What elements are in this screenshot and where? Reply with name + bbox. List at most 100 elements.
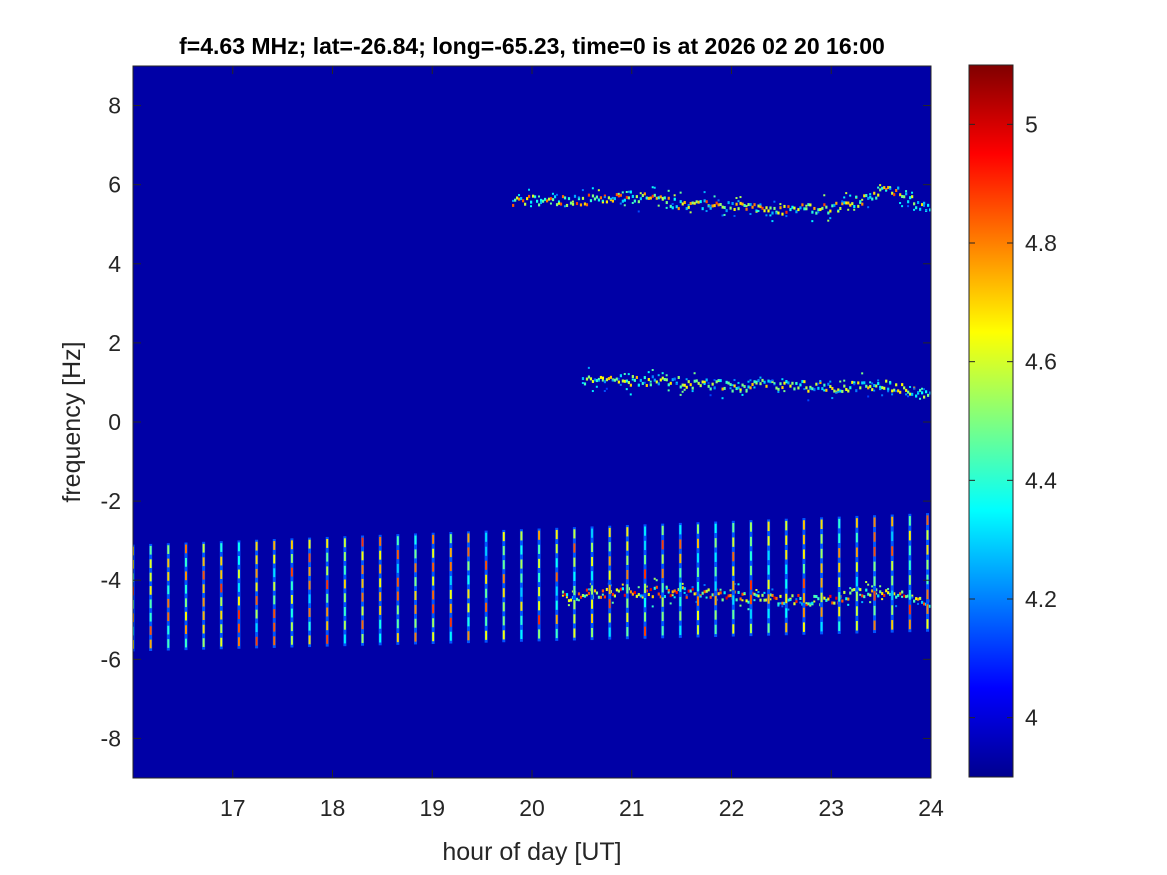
trace-point [587,366,590,369]
pulse-segment [591,556,594,567]
trace-point [599,375,603,379]
trace-point [767,209,770,213]
trace-point [733,207,736,211]
pulse-segment [749,522,752,532]
trace-point [653,193,656,197]
trace-point [755,589,758,592]
pulse-segment [802,607,805,618]
trace-point [829,217,832,220]
pulse-segment [220,597,223,606]
trace-point [681,383,684,387]
trace-point [617,194,620,198]
pulse-segment [591,542,594,552]
trace-point [831,601,834,605]
pulse-segment [467,547,470,557]
pulse-segment [167,545,170,554]
pulse-segment [308,635,311,645]
pulse-segment [802,593,805,603]
trace-point [849,386,852,390]
trace-point [749,203,752,207]
trace-point [827,211,830,215]
pulse-segment [149,599,152,609]
pulse-segment [520,601,523,611]
trace-point [641,595,644,599]
pulse-segment [626,598,629,608]
trace-point [717,379,720,382]
pulse-segment [838,577,841,587]
trace-point [619,587,622,591]
pulse-segment [891,561,894,571]
pulse-segment [891,620,894,630]
trace-point [611,592,614,596]
trace-point [915,206,918,210]
trace-point [685,595,688,599]
trace-point [601,200,605,204]
trace-point [611,196,614,199]
pulse-segment [555,600,558,610]
trace-point [773,200,776,203]
pulse-segment [379,550,382,560]
trace-point [829,385,832,389]
trace-point [745,205,748,208]
pulse-segment [732,537,735,547]
pulse-segment [255,582,258,592]
pulse-segment [591,627,594,638]
trace-point [611,199,614,203]
pulse-segment [838,606,841,617]
trace-point [755,381,758,385]
pulse-segment [908,575,911,585]
pulse-segment [255,555,258,565]
trace-point [923,388,926,391]
pulse-segment [449,534,452,544]
trace-point [699,595,702,598]
pulse-segment [414,618,417,628]
trace-point [667,589,670,593]
pulse-segment [644,597,647,608]
trace-point [811,220,814,223]
trace-point [871,197,874,201]
trace-point [881,598,884,601]
trace-point [729,206,732,210]
pulse-column [519,529,523,642]
pulse-segment [855,620,858,631]
chart-title: f=4.63 MHz; lat=-26.84; long=-65.23, tim… [179,33,885,59]
trace-point [577,592,581,596]
trace-point [795,210,798,214]
trace-point [765,384,768,388]
trace-point [565,204,568,207]
trace-point [793,387,796,391]
trace-point [817,211,820,214]
pulse-segment [326,552,329,562]
pulse-segment [237,637,240,647]
pulse-column [413,533,417,645]
trace-point [769,214,772,217]
pulse-segment [838,518,841,529]
trace-point [851,202,854,206]
trace-point [681,582,684,585]
trace-point [567,599,571,603]
pulse-segment [273,636,276,646]
trace-point [895,595,898,599]
trace-point [803,380,806,384]
pulse-column [202,541,206,650]
trace-point [857,204,860,208]
trace-point [735,598,738,602]
trace-point [597,198,601,202]
trace-point [637,586,640,589]
pulse-column [537,528,541,642]
trace-point [613,594,616,598]
trace-point [815,595,818,599]
trace-point [797,386,800,390]
trace-point [913,599,916,603]
trace-point [673,589,676,593]
trace-point [783,390,786,393]
trace-point [715,201,718,205]
trace-point [765,206,768,210]
trace-point [839,380,842,383]
trace-point [623,373,626,376]
trace-point [779,206,782,210]
trace-point [551,192,554,195]
pulse-segment [696,567,699,577]
trace-point [745,388,748,392]
trace-point [691,587,694,591]
